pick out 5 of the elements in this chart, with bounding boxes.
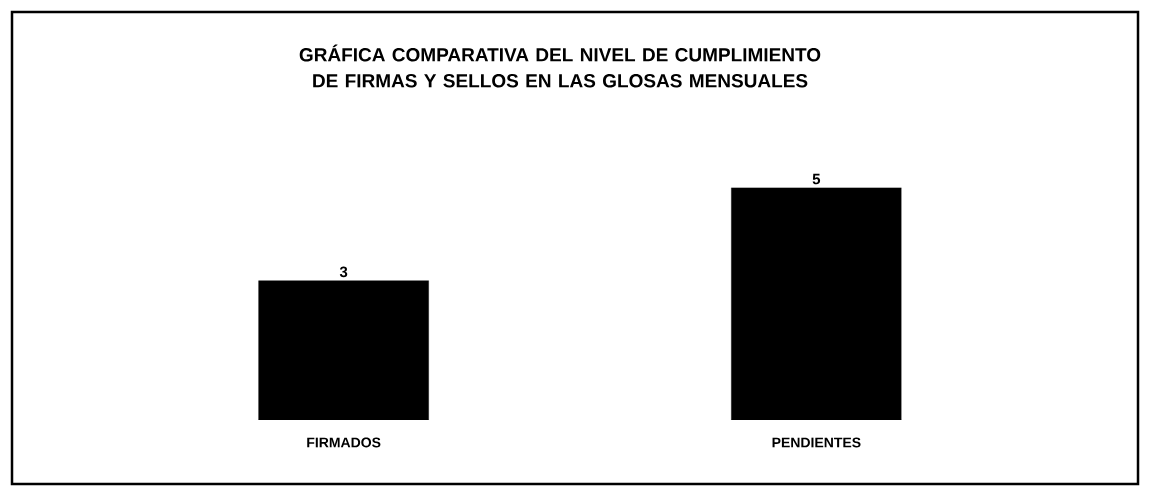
x-tick-label: PENDIENTES: [772, 437, 861, 448]
data-label: 5: [812, 173, 821, 185]
data-label: 3: [339, 266, 348, 278]
chart-title: GRÁFICA COMPARATIVA DEL NIVEL DE CUMPLIMIENTO DE FIRMAS Y SELLOS EN LAS GLOSAS MENSUALES: [299, 44, 821, 88]
x-tick-label: FIRMADOS: [307, 437, 381, 448]
